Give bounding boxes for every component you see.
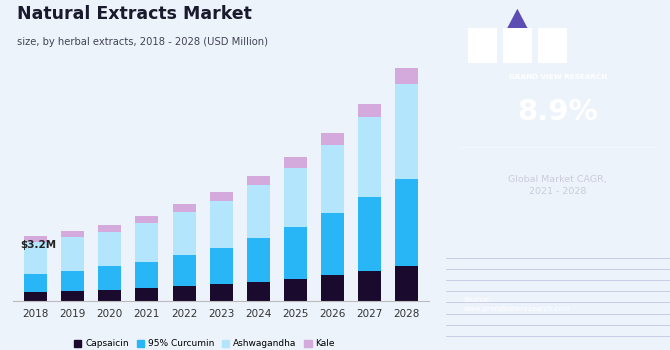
Bar (284, 157, 307, 168)
Bar (247, 176, 270, 185)
Bar (24, 274, 47, 292)
Bar (210, 284, 232, 301)
Bar (395, 266, 418, 301)
Bar (135, 216, 158, 223)
Bar (98, 266, 121, 290)
Bar (61, 237, 84, 271)
Bar (61, 271, 84, 291)
FancyBboxPatch shape (537, 28, 567, 63)
Bar (98, 232, 121, 266)
Bar (172, 212, 196, 255)
Bar (172, 286, 196, 301)
Bar (61, 291, 84, 301)
Bar (210, 201, 232, 248)
Bar (358, 271, 381, 301)
Legend: Capsaicin, 95% Curcumin, Ashwagandha, Kale: Capsaicin, 95% Curcumin, Ashwagandha, Ka… (70, 336, 338, 350)
Polygon shape (507, 9, 527, 28)
Bar (210, 248, 232, 284)
Text: GRAND VIEW RESEARCH: GRAND VIEW RESEARCH (509, 74, 607, 80)
Bar (358, 197, 381, 271)
Bar (395, 84, 418, 179)
Bar (24, 292, 47, 301)
Bar (172, 255, 196, 286)
Bar (395, 179, 418, 266)
Bar (321, 275, 344, 301)
Bar (358, 118, 381, 197)
Bar (247, 238, 270, 282)
Bar (98, 225, 121, 232)
FancyBboxPatch shape (468, 28, 497, 63)
Bar (247, 185, 270, 238)
Bar (358, 104, 381, 118)
Bar (247, 282, 270, 301)
Bar (284, 279, 307, 301)
Bar (321, 213, 344, 275)
Bar (172, 204, 196, 212)
Bar (135, 223, 158, 262)
Text: Source:
www.grandviewresearch.com: Source: www.grandviewresearch.com (464, 297, 571, 312)
Bar (284, 168, 307, 227)
Text: size, by herbal extracts, 2018 - 2028 (USD Million): size, by herbal extracts, 2018 - 2028 (U… (17, 37, 268, 47)
Text: $3.2M: $3.2M (20, 240, 56, 250)
Bar (98, 290, 121, 301)
Text: Global Market CAGR,
2021 - 2028: Global Market CAGR, 2021 - 2028 (509, 175, 607, 196)
Bar (135, 262, 158, 288)
Bar (61, 231, 84, 237)
Text: Natural Extracts Market: Natural Extracts Market (17, 5, 252, 23)
Bar (210, 193, 232, 201)
Bar (395, 68, 418, 84)
Text: 8.9%: 8.9% (517, 98, 598, 126)
Bar (321, 145, 344, 213)
Bar (24, 236, 47, 242)
Bar (135, 288, 158, 301)
FancyBboxPatch shape (502, 28, 532, 63)
Bar (321, 133, 344, 145)
Bar (24, 242, 47, 274)
Bar (284, 227, 307, 279)
